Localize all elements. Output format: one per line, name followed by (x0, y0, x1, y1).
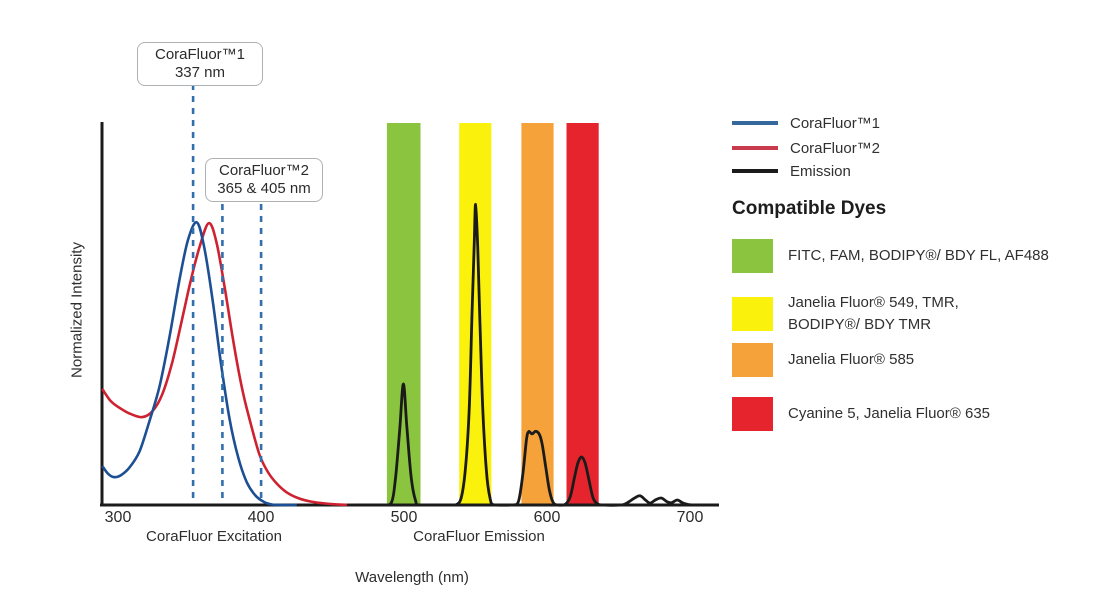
x-axis-title: Wavelength (nm) (355, 569, 469, 586)
dye-label: Cyanine 5, Janelia Fluor® 635 (788, 405, 991, 422)
annotation-value: 337 nm (174, 64, 226, 81)
red-dye-swatch (732, 397, 773, 431)
compatible-dyes-title: Compatible Dyes (732, 198, 887, 219)
legend-item-emission: Emission (732, 161, 851, 181)
emission-curve (346, 202, 719, 507)
annotation-box-corafluor1: CoraFluor™1 337 nm (137, 42, 263, 86)
dye-row-red: Cyanine 5, Janelia Fluor® 635 (732, 397, 990, 431)
excitation-curve-corafluor1 (101, 221, 297, 507)
annotation-box-corafluor2: CoraFluor™2 365 & 405 nm (205, 158, 323, 202)
annotation-title: CoraFluor™1 (154, 46, 246, 63)
x-tick-400: 400 (247, 509, 275, 526)
dye-row-yellow: Janelia Fluor® 549, TMR, BODIPY®/ BDY TM… (732, 292, 959, 336)
y-axis-title: Normalized Intensity (68, 242, 86, 378)
band-yellow-rect (459, 123, 492, 505)
dye-row-green: FITC, FAM, BODIPY®/ BDY FL, AF488 (732, 239, 1049, 273)
orange-dye-swatch (732, 343, 773, 377)
legend-line-corafluor1 (732, 121, 778, 125)
dye-label: Janelia Fluor® 549, TMR, BODIPY®/ BDY TM… (788, 294, 959, 333)
legend-item-corafluor1: CoraFluor™1 (732, 113, 880, 133)
legend-label: CoraFluor™1 (790, 114, 881, 132)
emission-region-label: CoraFluor Emission (413, 528, 545, 545)
excitation-curve-corafluor2 (101, 221, 355, 507)
dye-label: Janelia Fluor® 585 (788, 351, 915, 368)
legend-line-corafluor2 (732, 146, 778, 150)
legend-line-emission (732, 169, 778, 173)
green-dye-swatch (732, 239, 773, 273)
legend-label: CoraFluor™2 (790, 139, 881, 157)
band-green-rect (386, 123, 421, 505)
annotation-value: 365 & 405 nm (217, 180, 311, 197)
band-red-rect (566, 123, 599, 505)
legend-item-corafluor2: CoraFluor™2 (732, 138, 880, 158)
excitation-region-label: CoraFluor Excitation (146, 528, 282, 545)
yellow-dye-swatch (732, 297, 773, 331)
x-tick-500: 500 (390, 509, 418, 526)
x-tick-700: 700 (676, 509, 704, 526)
annotation-title: CoraFluor™2 (218, 162, 310, 179)
x-tick-300: 300 (104, 509, 132, 526)
x-tick-600: 600 (533, 509, 561, 526)
dye-label: FITC, FAM, BODIPY®/ BDY FL, AF488 (788, 247, 1049, 264)
legend-label: Emission (790, 162, 851, 180)
dye-row-orange: Janelia Fluor® 585 (732, 343, 914, 377)
